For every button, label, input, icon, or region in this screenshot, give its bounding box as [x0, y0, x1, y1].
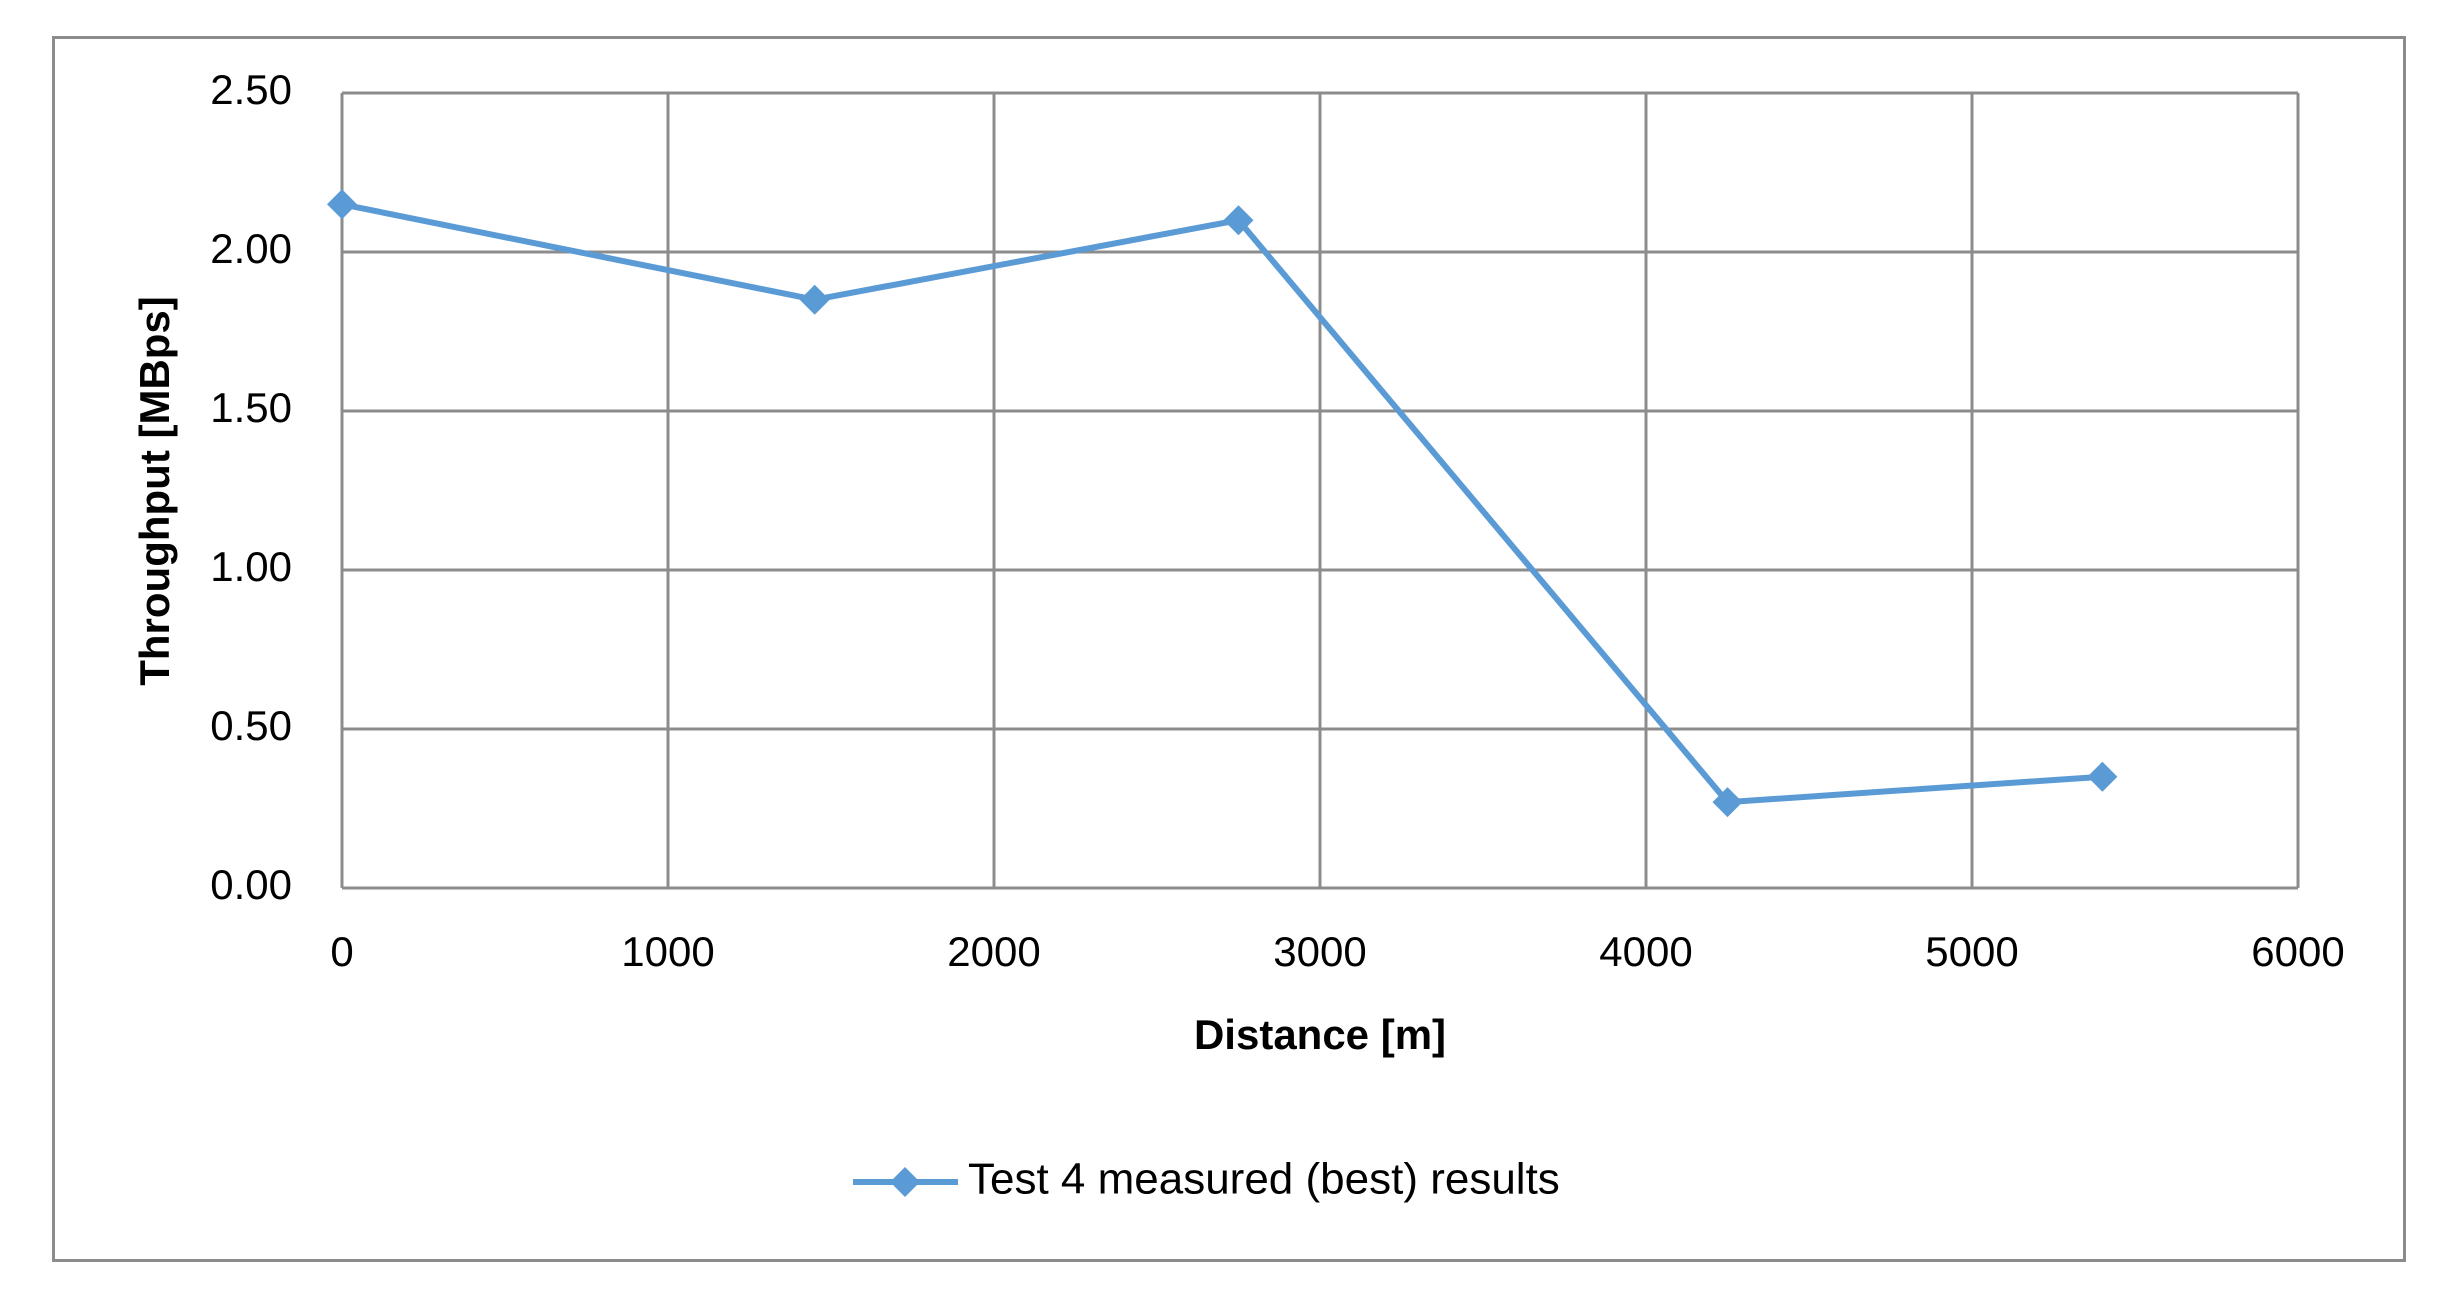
data-point-diamond-marker[interactable] — [327, 189, 357, 220]
data-point-diamond-marker[interactable] — [2087, 761, 2118, 792]
y-tick-label: 2.50 — [210, 66, 292, 113]
x-axis-title: Distance [m] — [1194, 1011, 1446, 1058]
x-tick-label: 1000 — [621, 928, 714, 975]
data-point-diamond-marker[interactable] — [1223, 205, 1254, 236]
x-tick-label: 0 — [330, 928, 353, 975]
x-axis-tick-labels: 0 1000 2000 3000 4000 5000 6000 — [330, 928, 2344, 975]
y-tick-label: 0.00 — [210, 861, 292, 908]
x-tick-label: 3000 — [1273, 928, 1366, 975]
data-point-diamond-marker[interactable] — [799, 284, 830, 315]
x-tick-label: 4000 — [1599, 928, 1692, 975]
data-point-diamond-marker[interactable] — [1712, 787, 1743, 818]
y-tick-label: 1.50 — [210, 384, 292, 431]
y-axis-title: Throughput [MBps] — [131, 296, 178, 686]
legend-label: Test 4 measured (best) results — [968, 1155, 1560, 1204]
chart-frame — [52, 36, 2406, 1262]
x-tick-label: 2000 — [947, 928, 1040, 975]
series-line — [341, 201, 2103, 806]
data-series — [327, 189, 2118, 818]
y-tick-label: 0.50 — [210, 702, 292, 749]
y-axis-tick-labels: 0.00 0.50 1.00 1.50 2.00 2.50 — [210, 66, 292, 908]
gridlines — [340, 91, 2300, 890]
x-tick-label: 5000 — [1925, 928, 2018, 975]
x-tick-label: 6000 — [2251, 928, 2344, 975]
legend: Test 4 measured (best) results — [853, 1155, 1560, 1204]
legend-diamond-marker-icon — [890, 1167, 920, 1197]
y-tick-label: 2.00 — [210, 225, 292, 272]
y-tick-label: 1.00 — [210, 543, 292, 590]
